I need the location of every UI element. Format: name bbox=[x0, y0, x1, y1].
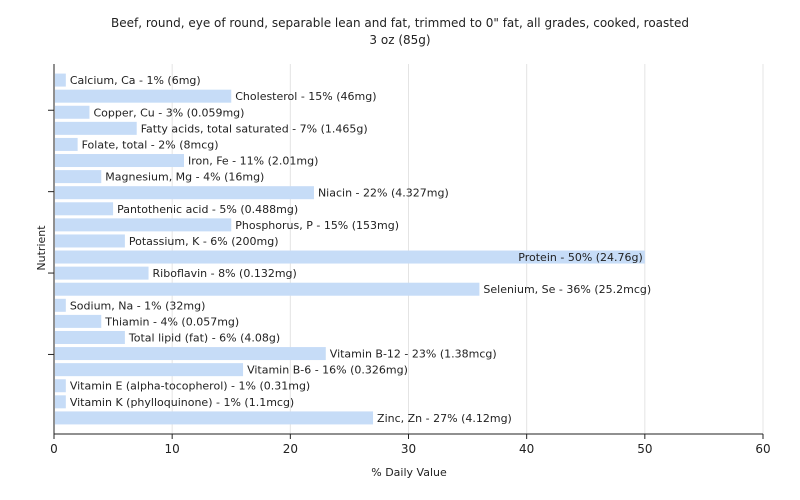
bar bbox=[55, 298, 66, 312]
bar bbox=[55, 314, 102, 328]
bar bbox=[55, 121, 137, 135]
bar-value-label: Thiamin - 4% (0.057mg) bbox=[104, 315, 239, 328]
bar-value-label: Vitamin K (phylloquinone) - 1% (1.1mcg) bbox=[70, 396, 294, 409]
bar-value-label: Niacin - 22% (4.327mg) bbox=[318, 187, 449, 200]
bar bbox=[55, 234, 125, 248]
bar bbox=[55, 89, 232, 103]
bar bbox=[55, 202, 114, 216]
grid-lines bbox=[171, 64, 764, 434]
bar bbox=[55, 154, 184, 168]
bar-value-label: Fatty acids, total saturated - 7% (1.465… bbox=[141, 122, 368, 135]
bar-value-label: Calcium, Ca - 1% (6mg) bbox=[70, 74, 201, 87]
bar-value-label: Selenium, Se - 36% (25.2mcg) bbox=[483, 283, 651, 296]
bar bbox=[55, 73, 66, 87]
bar-value-label: Magnesium, Mg - 4% (16mg) bbox=[105, 171, 264, 184]
bar bbox=[55, 186, 314, 200]
bar bbox=[55, 411, 374, 425]
bar bbox=[55, 266, 149, 280]
axes: 0 10 20 30 40 50 60 bbox=[48, 64, 771, 456]
x-tick-label: 40 bbox=[519, 442, 534, 456]
bar bbox=[55, 379, 66, 393]
bars: Calcium, Ca - 1% (6mg) Cholesterol - 15% … bbox=[55, 73, 651, 425]
bar-value-label: Riboflavin - 8% (0.132mg) bbox=[153, 267, 297, 280]
chart-title-line1: Beef, round, eye of round, separable lea… bbox=[111, 16, 689, 30]
bar-value-label: Folate, total - 2% (8mcg) bbox=[82, 138, 219, 151]
bar-value-label: Iron, Fe - 11% (2.01mg) bbox=[188, 155, 318, 168]
y-axis-label: Nutrient bbox=[35, 225, 48, 271]
bar-value-label: Vitamin E (alpha-tocopherol) - 1% (0.31m… bbox=[70, 380, 310, 393]
bar-value-label: Phosphorus, P - 15% (153mg) bbox=[235, 219, 399, 232]
bar-value-label: Sodium, Na - 1% (32mg) bbox=[70, 299, 206, 312]
bar-value-label: Vitamin B-6 - 16% (0.326mg) bbox=[247, 364, 408, 377]
bar bbox=[55, 250, 645, 264]
bar-value-label: Pantothenic acid - 5% (0.488mg) bbox=[117, 203, 298, 216]
bar-value-label: Cholesterol - 15% (46mg) bbox=[235, 90, 376, 103]
x-tick-label: 10 bbox=[165, 442, 180, 456]
bar bbox=[55, 347, 326, 361]
bar-value-label: Total lipid (fat) - 6% (4.08g) bbox=[128, 331, 280, 344]
bar-value-label: Protein - 50% (24.76g) bbox=[518, 251, 643, 264]
x-tick-label: 0 bbox=[50, 442, 58, 456]
bar-value-label: Vitamin B-12 - 23% (1.38mcg) bbox=[330, 348, 497, 361]
x-axis-label: % Daily Value bbox=[371, 466, 447, 479]
chart-title-line2: 3 oz (85g) bbox=[369, 33, 430, 47]
bar bbox=[55, 395, 66, 409]
bar-value-label: Zinc, Zn - 27% (4.12mg) bbox=[377, 412, 512, 425]
bar bbox=[55, 282, 480, 296]
bar bbox=[55, 105, 90, 119]
bar bbox=[55, 330, 125, 344]
x-tick-label: 30 bbox=[401, 442, 416, 456]
x-tick-label: 60 bbox=[755, 442, 770, 456]
bar-value-label: Potassium, K - 6% (200mg) bbox=[129, 235, 279, 248]
bar bbox=[55, 218, 232, 232]
bar bbox=[55, 170, 102, 184]
x-tick-label: 20 bbox=[283, 442, 298, 456]
bar bbox=[55, 363, 244, 377]
bar-value-label: Copper, Cu - 3% (0.059mg) bbox=[93, 106, 244, 119]
bar bbox=[55, 137, 78, 151]
x-tick-label: 50 bbox=[637, 442, 652, 456]
